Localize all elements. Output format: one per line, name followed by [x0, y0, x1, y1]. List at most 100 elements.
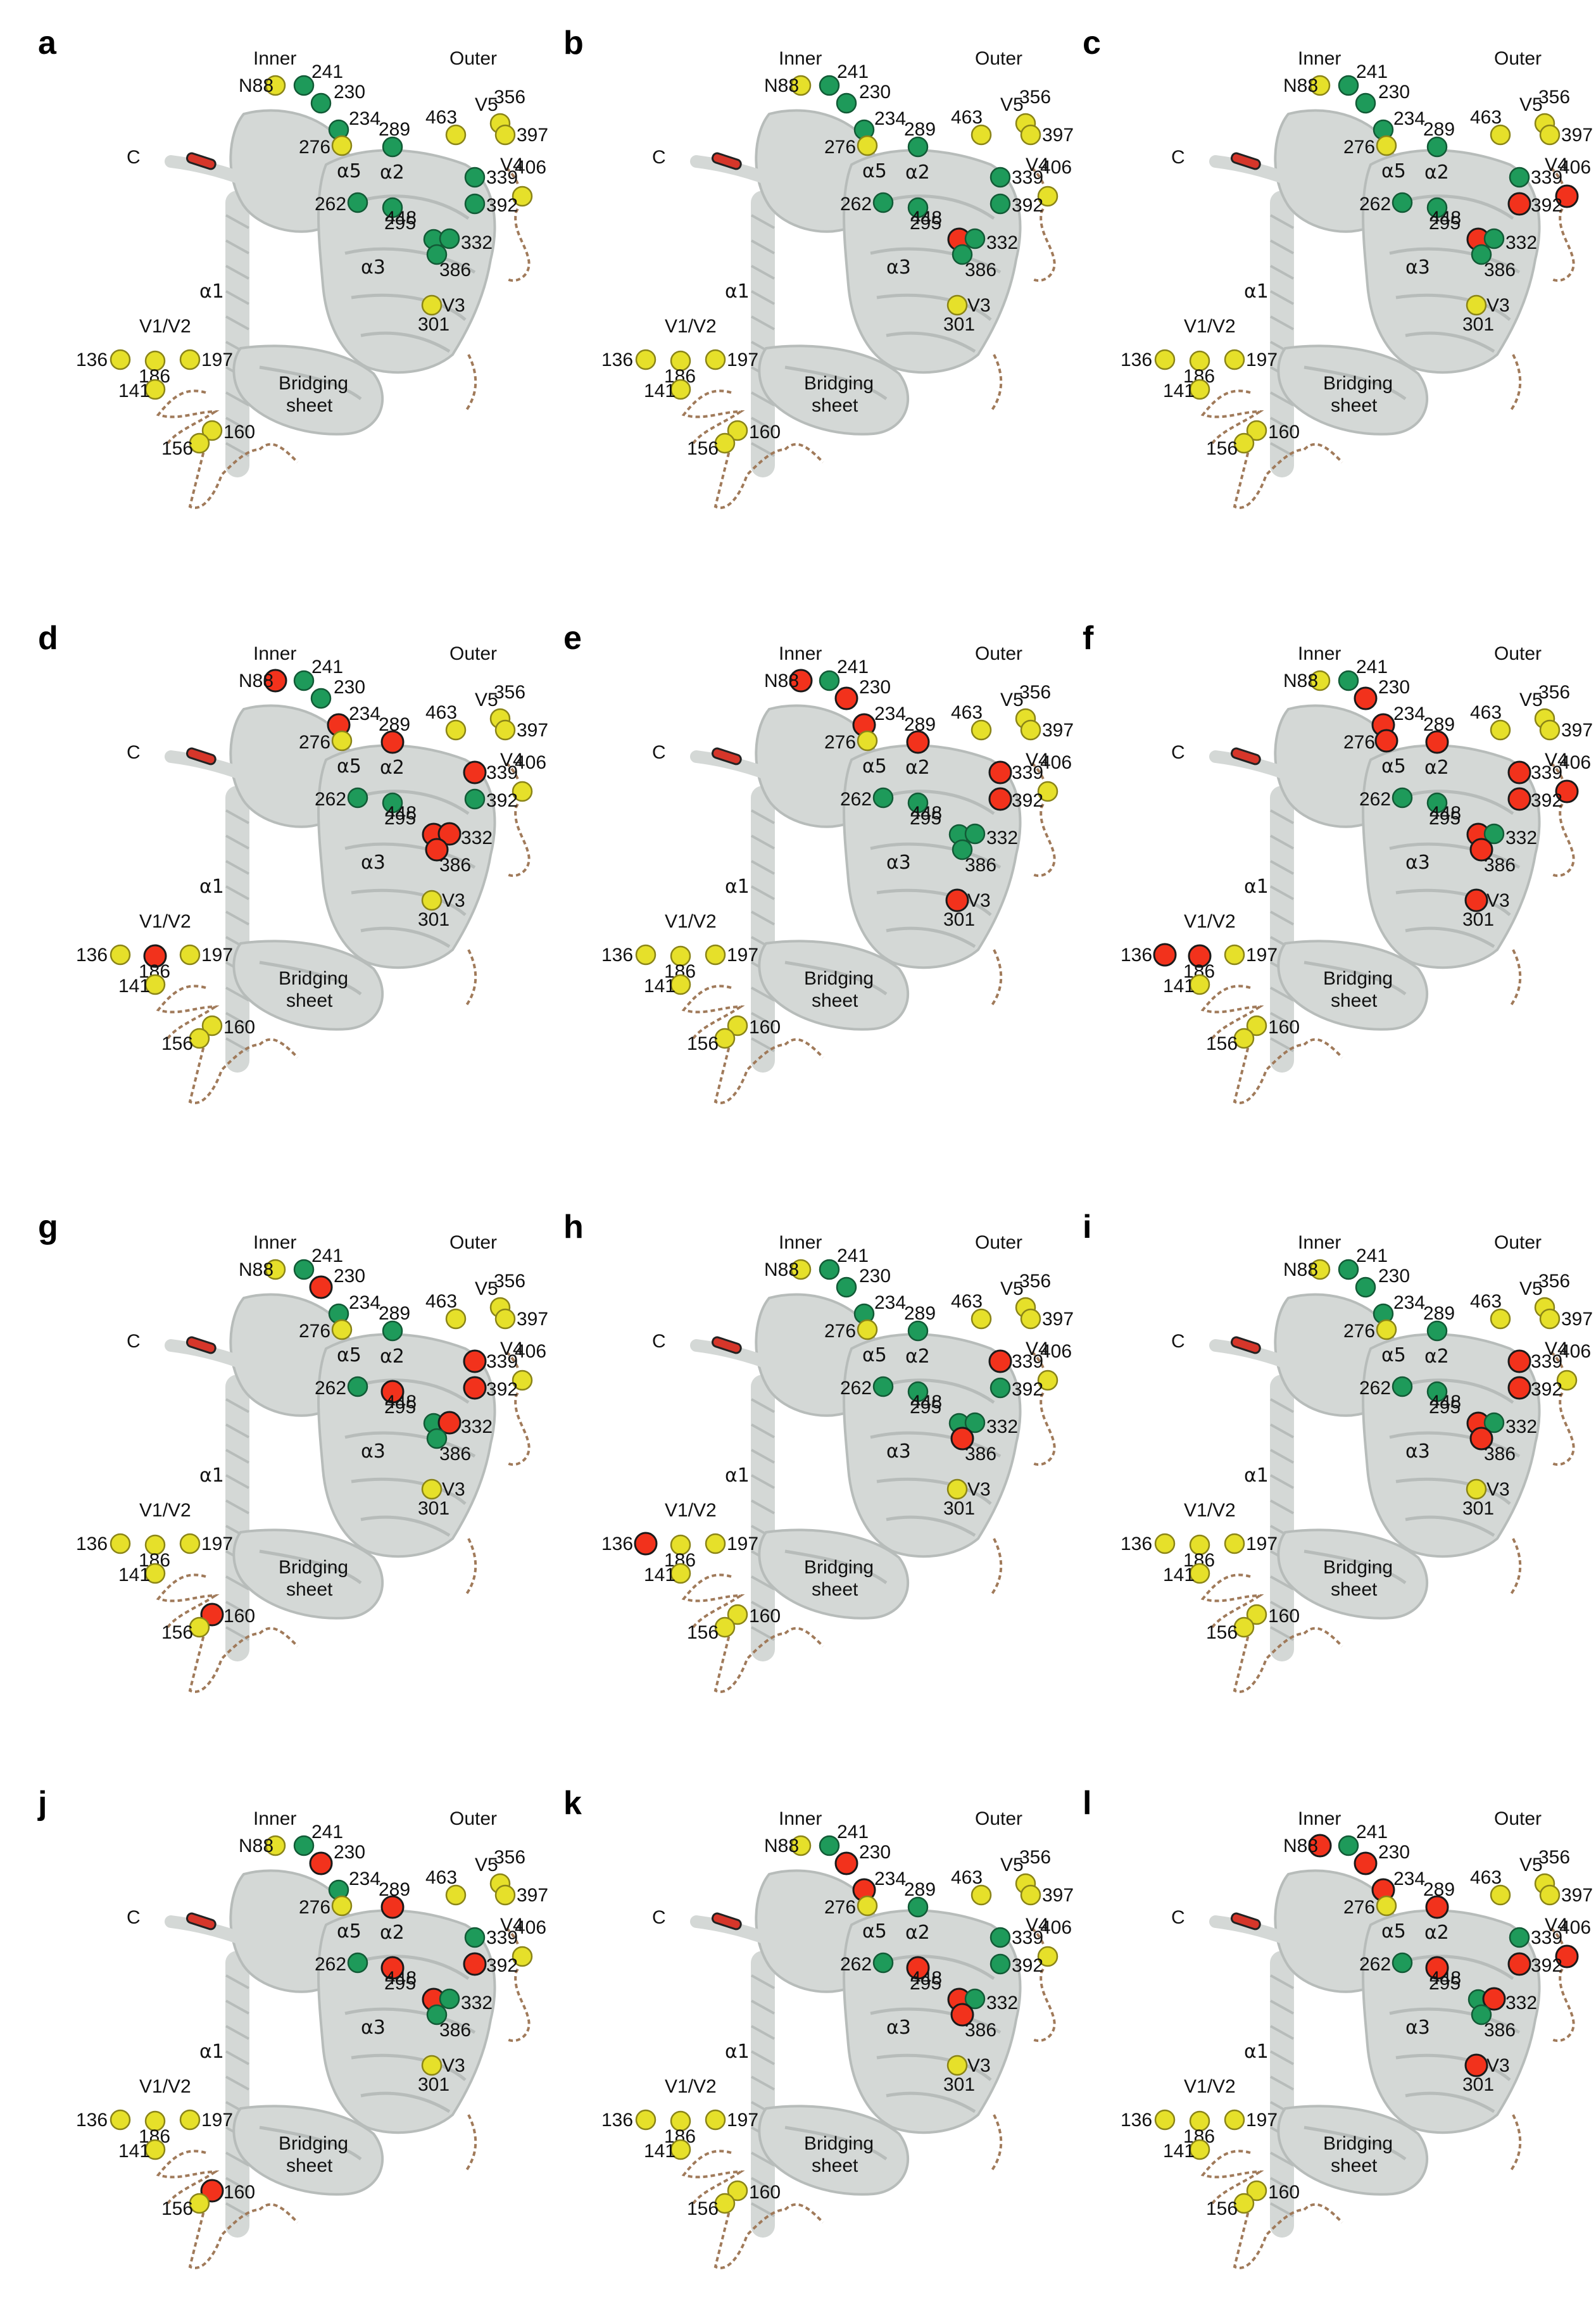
site-marker-386: [950, 2003, 974, 2027]
site-label-160: 160: [1268, 422, 1300, 443]
site-label-241: 241: [837, 1245, 869, 1266]
site-label-406: 406: [1040, 157, 1072, 178]
site-marker-386: [1469, 1427, 1493, 1451]
site-marker-289: [1426, 136, 1448, 158]
site-marker-276: [331, 1895, 353, 1917]
region-label-bridging_1: Bridging: [804, 1557, 874, 1578]
site-label-289: 289: [904, 1879, 936, 1900]
site-label-234: 234: [349, 1868, 380, 1889]
region-label-c_term: C: [652, 1331, 666, 1352]
region-label-alpha2: α2: [380, 757, 405, 779]
region-label-bridging_2: sheet: [812, 990, 858, 1011]
region-label-v1v2: V1/V2: [665, 1500, 717, 1521]
region-label-inner: Inner: [779, 643, 822, 664]
region-label-v5: V5: [475, 1855, 498, 1875]
site-label-262: 262: [840, 1954, 872, 1975]
site-marker-136: [1154, 2109, 1176, 2131]
site-label-392: 392: [486, 1379, 518, 1400]
site-label-156: 156: [687, 2198, 719, 2219]
region-label-v4: V4: [1545, 1339, 1568, 1359]
site-label-386: 386: [439, 855, 471, 876]
site-label-356: 356: [1019, 682, 1051, 703]
site-label-234: 234: [874, 1868, 906, 1889]
site-label-356: 356: [494, 87, 525, 108]
site-marker-141: [144, 379, 166, 400]
site-marker-197: [1224, 349, 1245, 370]
site-marker-289: [380, 730, 405, 754]
site-marker-186: [1189, 1534, 1210, 1556]
region-label-alpha2: α2: [1424, 161, 1449, 184]
site-marker-301: [1466, 294, 1487, 316]
region-label-outer: Outer: [1494, 643, 1542, 664]
site-marker-197: [1224, 1533, 1245, 1554]
site-marker-186: [144, 350, 166, 372]
site-marker-339: [1507, 760, 1531, 784]
region-label-v5: V5: [1519, 690, 1543, 710]
site-marker-448: [906, 1956, 930, 1980]
site-marker-136: [1154, 1533, 1176, 1554]
site-marker-136: [110, 944, 131, 966]
site-marker-230: [309, 1851, 333, 1875]
site-marker-448: [907, 1381, 929, 1402]
site-label-141: 141: [1163, 1565, 1195, 1585]
site-marker-332: [1482, 1987, 1506, 2011]
site-label-356: 356: [494, 682, 525, 703]
site-marker-186: [670, 1534, 691, 1556]
site-label-406: 406: [515, 157, 546, 178]
site-marker-301: [1466, 1478, 1487, 1500]
site-marker-392: [464, 193, 486, 215]
site-marker-463: [445, 719, 467, 741]
site-marker-186: [1189, 350, 1210, 372]
site-label-406: 406: [1559, 157, 1591, 178]
region-label-alpha1: α1: [199, 2041, 224, 2063]
site-marker-N88: [265, 75, 286, 96]
site-label-276: 276: [1343, 137, 1375, 158]
site-marker-156: [189, 2193, 210, 2214]
region-label-v1v2: V1/V2: [665, 911, 717, 932]
site-label-262: 262: [840, 789, 872, 810]
region-label-v1v2: V1/V2: [1184, 1500, 1236, 1521]
site-label-156: 156: [1206, 2198, 1238, 2219]
site-marker-160: [201, 420, 223, 441]
site-label-386: 386: [965, 855, 996, 876]
site-label-141: 141: [644, 976, 675, 997]
site-marker-289: [907, 136, 929, 158]
region-label-c_term: C: [1171, 742, 1185, 763]
site-marker-156: [714, 432, 736, 454]
region-label-v3: V3: [1486, 890, 1510, 911]
site-label-241: 241: [837, 1822, 869, 1842]
site-label-448: 448: [385, 208, 417, 229]
site-label-241: 241: [311, 1245, 343, 1266]
site-label-141: 141: [644, 1565, 675, 1585]
region-label-bridging_1: Bridging: [1323, 373, 1393, 394]
site-marker-463: [1490, 1884, 1511, 1906]
site-label-295: 295: [910, 213, 941, 234]
site-label-397: 397: [1561, 125, 1593, 146]
site-label-276: 276: [824, 732, 856, 753]
panel-letter: h: [563, 1209, 584, 1245]
panel-letter: c: [1083, 25, 1101, 61]
site-label-141: 141: [118, 1565, 150, 1585]
site-label-386: 386: [1484, 855, 1516, 876]
site-marker-230: [836, 92, 857, 114]
site-label-136: 136: [76, 2110, 108, 2131]
panel-i: i Inner Outer Cα1 α2 α3 α5 V1/V2 V3 V4 V5 Bridgings…: [1083, 1209, 1593, 1692]
site-label-392: 392: [486, 1955, 518, 1976]
site-marker-392: [1507, 1376, 1531, 1400]
site-marker-301: [946, 1478, 968, 1500]
site-label-276: 276: [1343, 1897, 1375, 1918]
region-label-inner: Inner: [1298, 643, 1341, 664]
site-marker-136: [635, 944, 657, 966]
site-marker-156: [714, 1028, 736, 1049]
site-marker-141: [1189, 379, 1210, 400]
site-label-392: 392: [486, 195, 518, 216]
site-label-448: 448: [1429, 803, 1461, 824]
site-marker-392: [1507, 1952, 1531, 1976]
region-label-alpha3: α3: [361, 2017, 386, 2039]
site-marker-406: [1037, 1370, 1059, 1391]
region-label-v4: V4: [1026, 154, 1049, 175]
panel-letter: j: [37, 1785, 47, 1822]
site-marker-141: [144, 974, 166, 995]
site-marker-N88: [1309, 75, 1331, 96]
site-label-136: 136: [601, 1534, 633, 1554]
